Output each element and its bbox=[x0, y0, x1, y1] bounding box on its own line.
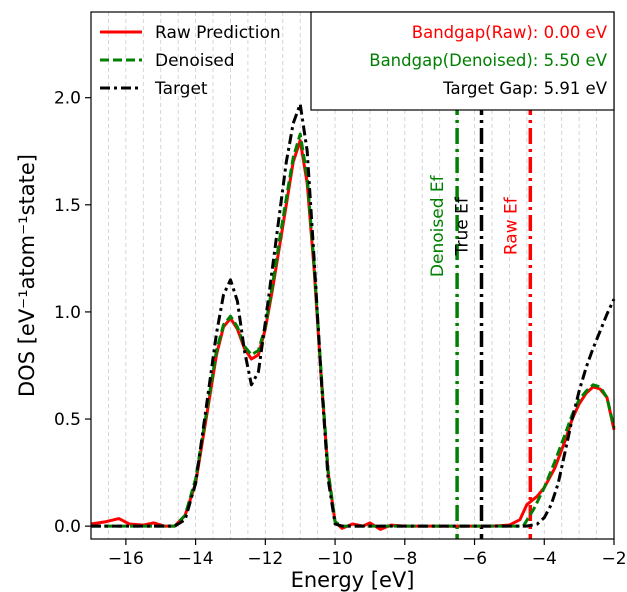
legend-label: Target bbox=[154, 79, 208, 99]
y-axis-title: DOS [eV⁻¹atom⁻¹state] bbox=[15, 154, 39, 397]
y-tick-label: 0.0 bbox=[54, 517, 81, 537]
x-tick-label: −4 bbox=[532, 549, 557, 569]
bandgap-text: Target Gap: 5.91 eV bbox=[442, 79, 608, 98]
x-tick-label: −14 bbox=[178, 549, 214, 569]
x-tick-label: −10 bbox=[317, 549, 353, 569]
x-tick-label: −6 bbox=[462, 549, 487, 569]
x-tick-label: −2 bbox=[601, 549, 626, 569]
dos-series bbox=[90, 102, 616, 531]
x-axis-title: Energy [eV] bbox=[291, 568, 415, 592]
series-line bbox=[91, 132, 616, 528]
y-tick-label: 1.0 bbox=[54, 303, 81, 323]
bandgap-info-box: Bandgap(Raw): 0.00 eV Bandgap(Denoised): … bbox=[310, 11, 615, 111]
fermi-line-label: Raw Ef bbox=[501, 196, 521, 255]
y-tick-label: 1.5 bbox=[54, 196, 81, 216]
legend-label: Denoised bbox=[155, 51, 235, 71]
y-tick-label: 2.0 bbox=[54, 89, 81, 109]
x-tick-label: −16 bbox=[108, 549, 144, 569]
fermi-line-label: True Ef bbox=[453, 196, 473, 256]
bandgap-text: Bandgap(Raw): 0.00 eV bbox=[412, 23, 608, 42]
legend-label: Raw Prediction bbox=[155, 23, 281, 43]
bandgap-text: Bandgap(Denoised): 5.50 eV bbox=[369, 51, 607, 70]
x-tick-label: −12 bbox=[247, 549, 283, 569]
axis-ticks: −16 −14 −12 −10 −8 −6 −4 −2 0.0 0.5 1.0 1.5 2.0 bbox=[54, 89, 627, 569]
x-tick-label: −8 bbox=[392, 549, 417, 569]
fermi-line-label: Denoised Ef bbox=[428, 174, 448, 277]
legend: Raw Prediction Denoised Target bbox=[100, 23, 281, 99]
y-tick-label: 0.5 bbox=[54, 410, 81, 430]
info-box-frame bbox=[310, 11, 615, 111]
series-line bbox=[91, 102, 616, 528]
